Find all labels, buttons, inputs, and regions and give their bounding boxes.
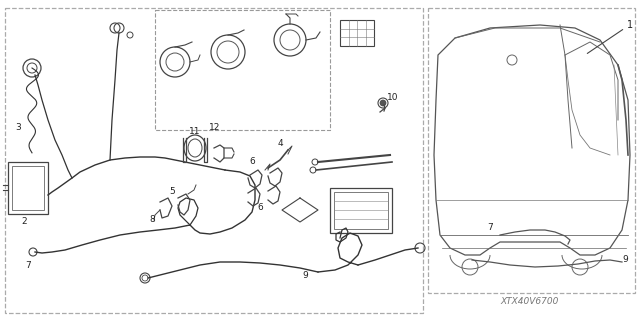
Bar: [155, 10, 330, 130]
Bar: [5, 8, 423, 313]
Bar: [334, 192, 388, 229]
Text: 9: 9: [622, 256, 628, 264]
Text: XTX40V6700: XTX40V6700: [501, 298, 559, 307]
Text: 9: 9: [302, 271, 308, 280]
Text: 12: 12: [209, 122, 221, 131]
Bar: [330, 188, 392, 233]
Bar: [8, 162, 48, 214]
Bar: [12, 166, 44, 210]
Text: 5: 5: [169, 188, 175, 197]
Bar: [340, 20, 374, 46]
Text: 10: 10: [387, 93, 399, 101]
Text: 7: 7: [25, 261, 31, 270]
Text: 1: 1: [627, 20, 633, 30]
Text: 6: 6: [249, 158, 255, 167]
Text: 4: 4: [277, 138, 283, 147]
Text: 3: 3: [15, 123, 21, 132]
Text: 7: 7: [487, 224, 493, 233]
Text: 8: 8: [149, 216, 155, 225]
Text: 2: 2: [21, 217, 27, 226]
Bar: [428, 8, 635, 293]
Circle shape: [380, 100, 386, 106]
Text: 6: 6: [257, 204, 263, 212]
Text: 11: 11: [189, 128, 201, 137]
